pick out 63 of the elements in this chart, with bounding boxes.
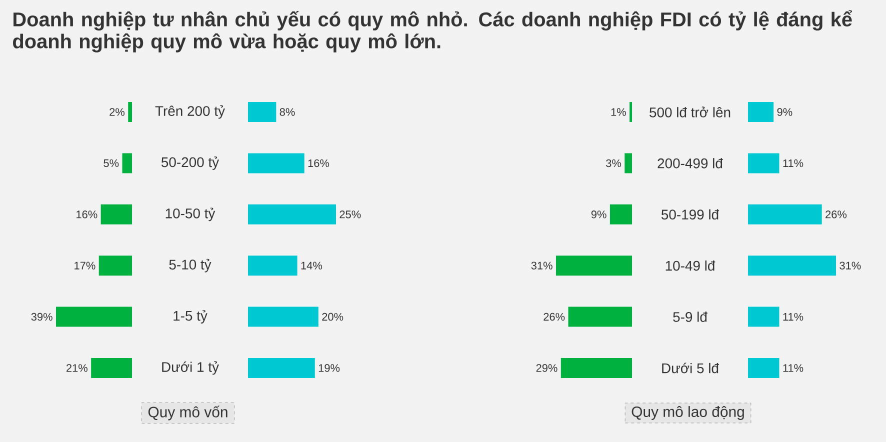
- bar: [556, 256, 632, 276]
- data-label: 39%: [31, 312, 52, 321]
- y-tick-label: Trên 200 tỷ: [155, 105, 225, 119]
- data-label: 31%: [840, 262, 861, 270]
- data-label: 2%: [110, 108, 124, 116]
- data-label: 31%: [531, 262, 552, 270]
- bar: [248, 204, 336, 224]
- data-label: 16%: [308, 159, 330, 168]
- text: Doanh nghiệp tư nhân chủ yếu có quy mô nhỏ. Các doanh nghiệp FDI có tỷ lệ đáng kể doanh nghiệp quy mô vừa hoặc quy mô lớn.: [13, 10, 852, 52]
- data-label: 29%: [536, 364, 558, 372]
- bar: [128, 102, 132, 122]
- data-label: 11%: [783, 364, 804, 372]
- data-label: 11%: [783, 312, 804, 321]
- bar: [748, 306, 780, 327]
- y-tick-label: 200-499 lđ: [658, 158, 723, 168]
- y-tick-label: Dưới 5 lđ: [662, 362, 719, 374]
- y-tick-label: 10-50 tỷ: [166, 208, 216, 222]
- bar: [98, 256, 132, 276]
- bar: [56, 306, 132, 327]
- bar: [122, 153, 132, 174]
- x-axis-title: Quy mô lao động: [632, 406, 744, 420]
- data-label: 11%: [783, 159, 804, 168]
- y-tick-label: 5-10 tỷ: [169, 258, 212, 272]
- y-tick-label: 50-199 lđ: [661, 209, 720, 220]
- bar: [248, 306, 318, 327]
- bar: [748, 153, 780, 174]
- bar: [100, 204, 132, 224]
- data-label: 26%: [544, 312, 565, 321]
- y-tick-label: 1-5 tỷ: [174, 310, 208, 324]
- data-label: 25%: [340, 210, 361, 218]
- bar: [748, 256, 836, 276]
- bar: [560, 358, 632, 378]
- data-label: 8%: [280, 108, 295, 116]
- bar: [248, 358, 315, 378]
- data-label: 1%: [611, 108, 626, 116]
- data-label: 17%: [74, 262, 96, 270]
- data-label: 5%: [104, 159, 119, 168]
- bar: [248, 153, 304, 174]
- data-label: 3%: [606, 159, 622, 168]
- bar: [630, 102, 632, 122]
- y-tick-label: 5-9 lđ: [673, 312, 708, 322]
- y-tick-label: Dưới 1 tỷ: [162, 361, 219, 375]
- data-label: 9%: [777, 108, 792, 116]
- data-label: 21%: [66, 364, 88, 372]
- bar: [624, 153, 632, 174]
- bar: [248, 256, 298, 276]
- bar: [248, 102, 276, 122]
- bar: [568, 306, 632, 327]
- data-label: 19%: [318, 364, 340, 372]
- y-tick-label: 50-200 tỷ: [161, 156, 220, 170]
- y-tick-label: 500 lđ trở lên: [650, 106, 730, 118]
- bar: [748, 204, 822, 224]
- bar: [91, 358, 132, 378]
- bar: [748, 358, 780, 378]
- x-axis-title: Quy mô vốn: [148, 406, 228, 420]
- data-label: 20%: [322, 312, 344, 321]
- y-tick-label: 10-49 lđ: [666, 260, 716, 271]
- data-label: 14%: [301, 262, 322, 270]
- bar: [748, 102, 774, 122]
- data-label: 9%: [591, 210, 606, 218]
- bar: [610, 204, 632, 224]
- data-label: 16%: [76, 210, 98, 218]
- data-label: 26%: [826, 210, 847, 218]
